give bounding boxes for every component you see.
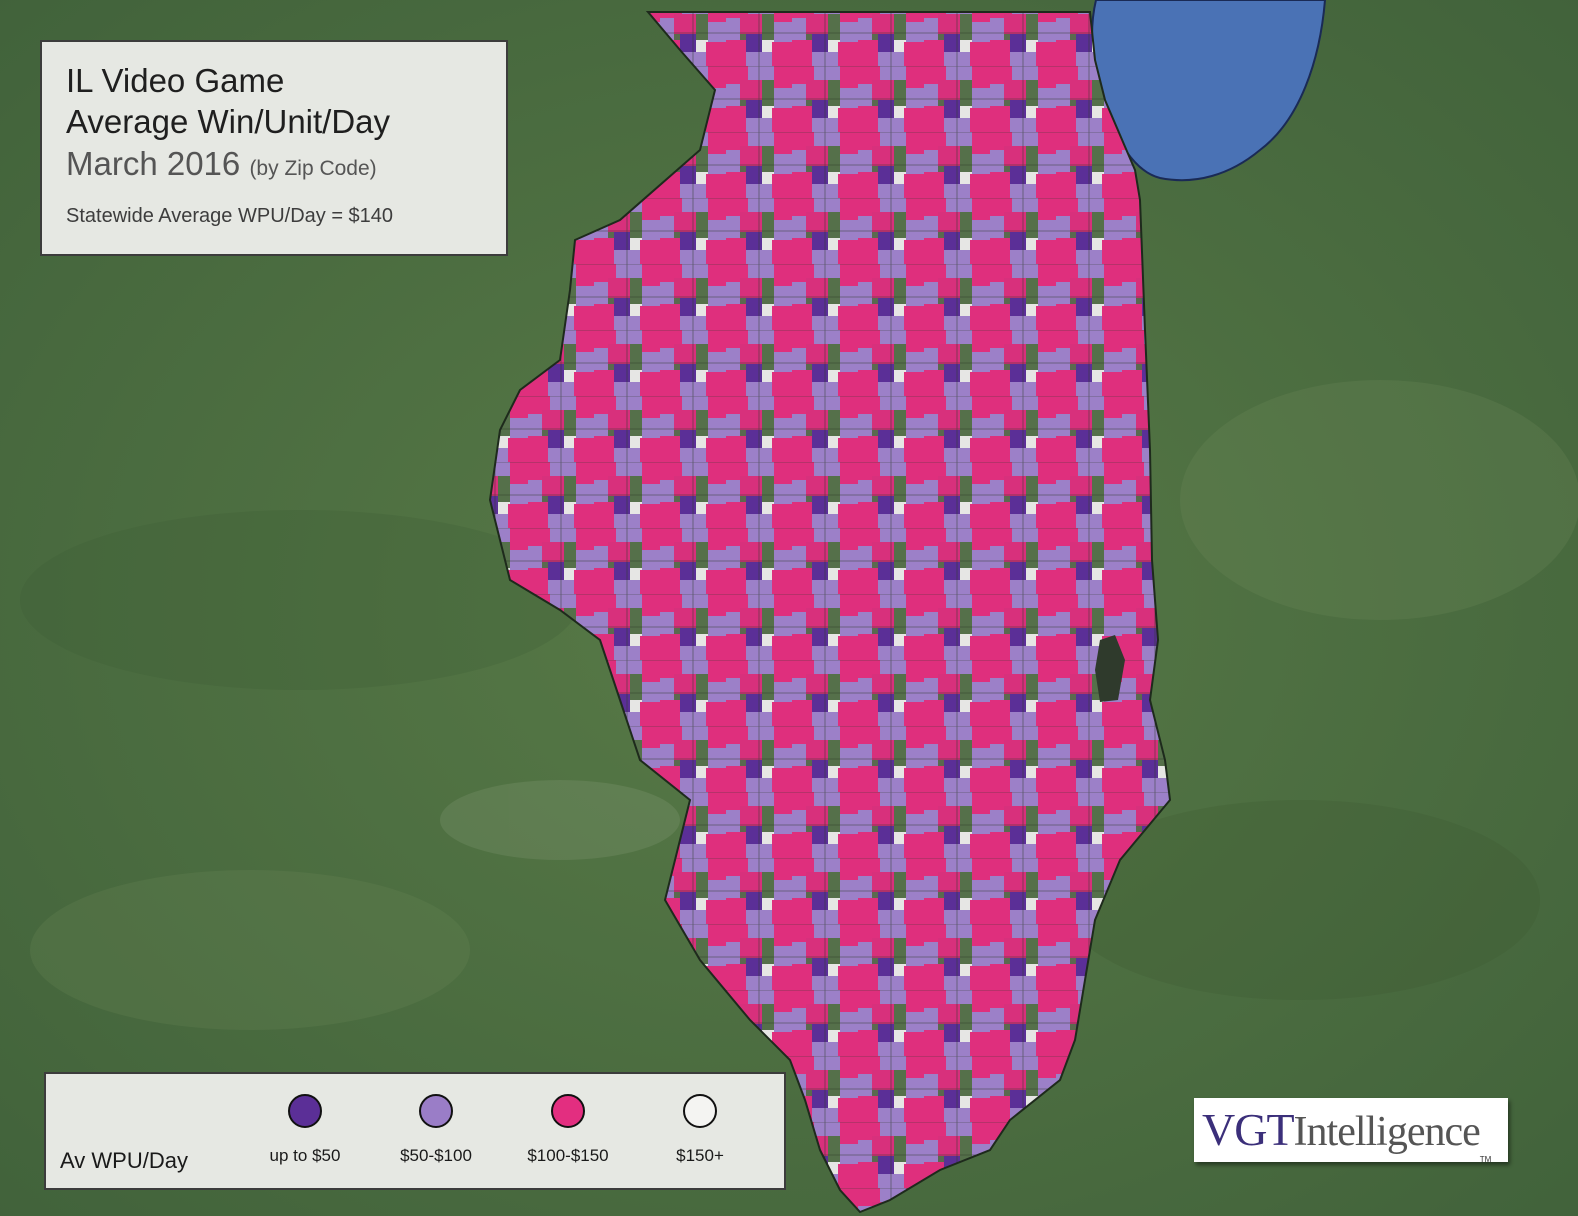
legend-item-up-to-50: up to $50 — [245, 1094, 365, 1166]
vgt-intelligence-logo: VGTIntelligenceTM — [1194, 1098, 1508, 1162]
logo-word: Intelligence — [1293, 1109, 1481, 1155]
map-title-line1: IL Video Game — [66, 62, 285, 99]
legend-title: Av WPU/Day — [60, 1148, 188, 1173]
logo-tm: TM — [1479, 1155, 1492, 1162]
legend-swatch — [551, 1094, 585, 1128]
logo-brand: VGT — [1202, 1104, 1295, 1155]
legend-swatch — [288, 1094, 322, 1128]
legend-item-50-100: $50-$100 — [376, 1094, 496, 1166]
terrain-texture — [20, 380, 1578, 1030]
title-panel: IL Video Game Average Win/Unit/Day March… — [40, 40, 508, 256]
map-subtitle: March 2016 (by Zip Code) — [66, 142, 482, 191]
no-data-zone — [1095, 635, 1125, 702]
legend-label: $150+ — [676, 1146, 724, 1165]
statewide-average: Statewide Average WPU/Day = $140 — [66, 205, 394, 227]
legend-item-150-plus: $150+ — [640, 1094, 760, 1166]
legend-swatch — [683, 1094, 717, 1128]
legend-label: up to $50 — [269, 1146, 341, 1165]
legend-panel: Av WPU/Day up to $50 $50-$100 $100-$150 … — [44, 1072, 786, 1190]
legend-swatch — [419, 1094, 453, 1128]
illinois-state — [488, 11, 1172, 1214]
legend-label: $100-$150 — [527, 1146, 609, 1165]
period-note: (by Zip Code) — [249, 157, 377, 180]
legend-label: $50-$100 — [400, 1146, 472, 1165]
period-text: March 2016 — [66, 145, 241, 182]
map-title-line2: Average Win/Unit/Day — [66, 103, 391, 140]
legend-item-100-150: $100-$150 — [508, 1094, 628, 1166]
